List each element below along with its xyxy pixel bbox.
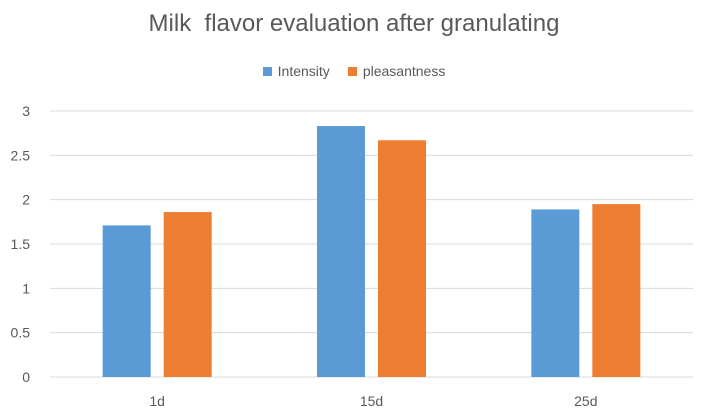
legend-swatch-pleasantness bbox=[347, 66, 357, 76]
bar-pleasantness-1d bbox=[163, 212, 212, 377]
x-tick-label: 15d bbox=[360, 393, 383, 409]
x-tick-label: 25d bbox=[574, 393, 597, 409]
legend: Intensity pleasantness bbox=[0, 63, 708, 79]
x-tick-label: 1d bbox=[149, 393, 165, 409]
legend-label-intensity: Intensity bbox=[277, 63, 330, 79]
legend-label-pleasantness: pleasantness bbox=[362, 63, 446, 79]
bar-intensity-1d bbox=[102, 225, 151, 377]
legend-item-pleasantness: pleasantness bbox=[347, 63, 446, 79]
bar-intensity-25d bbox=[531, 209, 580, 377]
y-tick-label: 3 bbox=[22, 103, 30, 119]
y-tick-label: 2.5 bbox=[11, 147, 31, 163]
bar-intensity-15d bbox=[317, 126, 365, 377]
y-tick-label: 0.5 bbox=[11, 325, 31, 341]
legend-item-intensity: Intensity bbox=[262, 63, 330, 79]
y-tick-label: 1.5 bbox=[11, 236, 31, 252]
y-tick-label: 0 bbox=[22, 369, 30, 385]
y-tick-label: 1 bbox=[22, 280, 30, 296]
bar-pleasantness-25d bbox=[592, 204, 641, 377]
bar-pleasantness-15d bbox=[378, 140, 426, 377]
legend-swatch-intensity bbox=[262, 66, 272, 76]
y-tick-label: 2 bbox=[22, 192, 30, 208]
chart-title: Milk flavor evaluation after granulating bbox=[148, 10, 560, 37]
